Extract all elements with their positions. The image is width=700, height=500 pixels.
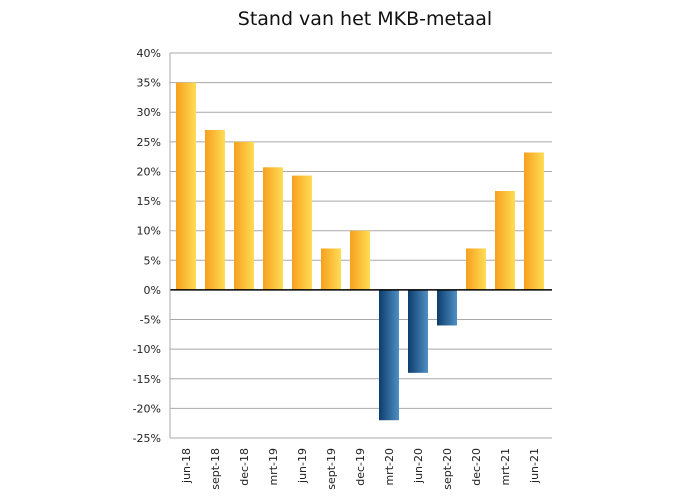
bar-sept-20 (437, 289, 457, 326)
x-tick-label: dec-19 (354, 448, 367, 486)
y-tick-label: -20% (133, 402, 161, 415)
y-tick-label: 20% (137, 165, 161, 178)
x-tick-label: jun-19 (296, 448, 309, 484)
bar-mrt-19 (263, 167, 283, 290)
y-axis-tick-labels: 40% 35% 30% 25% 20% 15% 10% 5% 0% -5% -10% -15% -20%… (133, 47, 161, 445)
x-tick-label: sept-18 (209, 448, 222, 490)
y-tick-label: 35% (137, 77, 161, 90)
x-tick-label: sept-20 (441, 448, 454, 490)
y-tick-label: 30% (137, 106, 161, 119)
y-tick-label: 5% (144, 254, 161, 267)
x-tick-label: jun-21 (528, 448, 541, 484)
x-axis-tick-labels: jun-18 sept-18 dec-18 mrt-19 jun-19 sept-19 de… (180, 448, 541, 490)
x-tick-label: mrt-19 (267, 448, 280, 486)
y-tick-label: 10% (137, 225, 161, 238)
y-tick-label: 40% (137, 47, 161, 60)
bar-mrt-21 (495, 191, 515, 290)
y-tick-label: -5% (140, 314, 161, 327)
x-tick-label: dec-18 (238, 448, 251, 486)
x-tick-label: dec-20 (470, 448, 483, 486)
bar-jun-18 (176, 82, 196, 290)
bar-jun-19 (292, 175, 312, 290)
y-tick-label: -15% (133, 373, 161, 386)
y-tick-label: 25% (137, 136, 161, 149)
bar-dec-20 (466, 248, 486, 290)
bar-sept-19 (321, 248, 341, 290)
y-tick-label: -10% (133, 343, 161, 356)
axes (169, 53, 552, 438)
x-tick-label: jun-18 (180, 448, 193, 484)
bar-dec-18 (234, 141, 254, 290)
bar-dec-19 (350, 230, 370, 290)
x-tick-label: sept-19 (325, 448, 338, 490)
bar-mrt-20 (379, 289, 399, 421)
x-tick-label: mrt-21 (499, 448, 512, 486)
y-tick-label: -25% (133, 432, 161, 445)
x-tick-label: jun-20 (412, 448, 425, 484)
bar-jun-20 (408, 289, 428, 373)
y-tick-label: 15% (137, 195, 161, 208)
x-tick-label: mrt-20 (383, 448, 396, 486)
bar-jun-21 (524, 152, 544, 290)
gridlines (170, 52, 552, 439)
y-tick-label: 0% (144, 284, 161, 297)
bar-sept-18 (205, 130, 225, 290)
chart-title: Stand van het MKB-metaal (237, 8, 493, 30)
bars (176, 82, 544, 421)
